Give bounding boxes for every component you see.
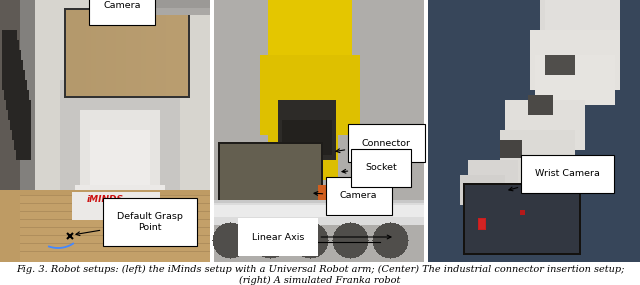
Text: Camera: Camera: [103, 1, 141, 11]
Text: Fig. 3. Robot setups: (left) the iMinds setup with a Universal Robot arm; (Cente: Fig. 3. Robot setups: (left) the iMinds …: [16, 265, 624, 285]
Text: Socket: Socket: [342, 164, 397, 173]
Text: iMINDS: iMINDS: [86, 196, 124, 205]
Text: Wrist Camera: Wrist Camera: [509, 170, 600, 191]
Text: Default Grasp
Point: Default Grasp Point: [76, 212, 183, 236]
Text: Camera: Camera: [314, 192, 378, 201]
Text: Connector: Connector: [336, 139, 411, 152]
Text: Linear Axis: Linear Axis: [252, 233, 391, 241]
